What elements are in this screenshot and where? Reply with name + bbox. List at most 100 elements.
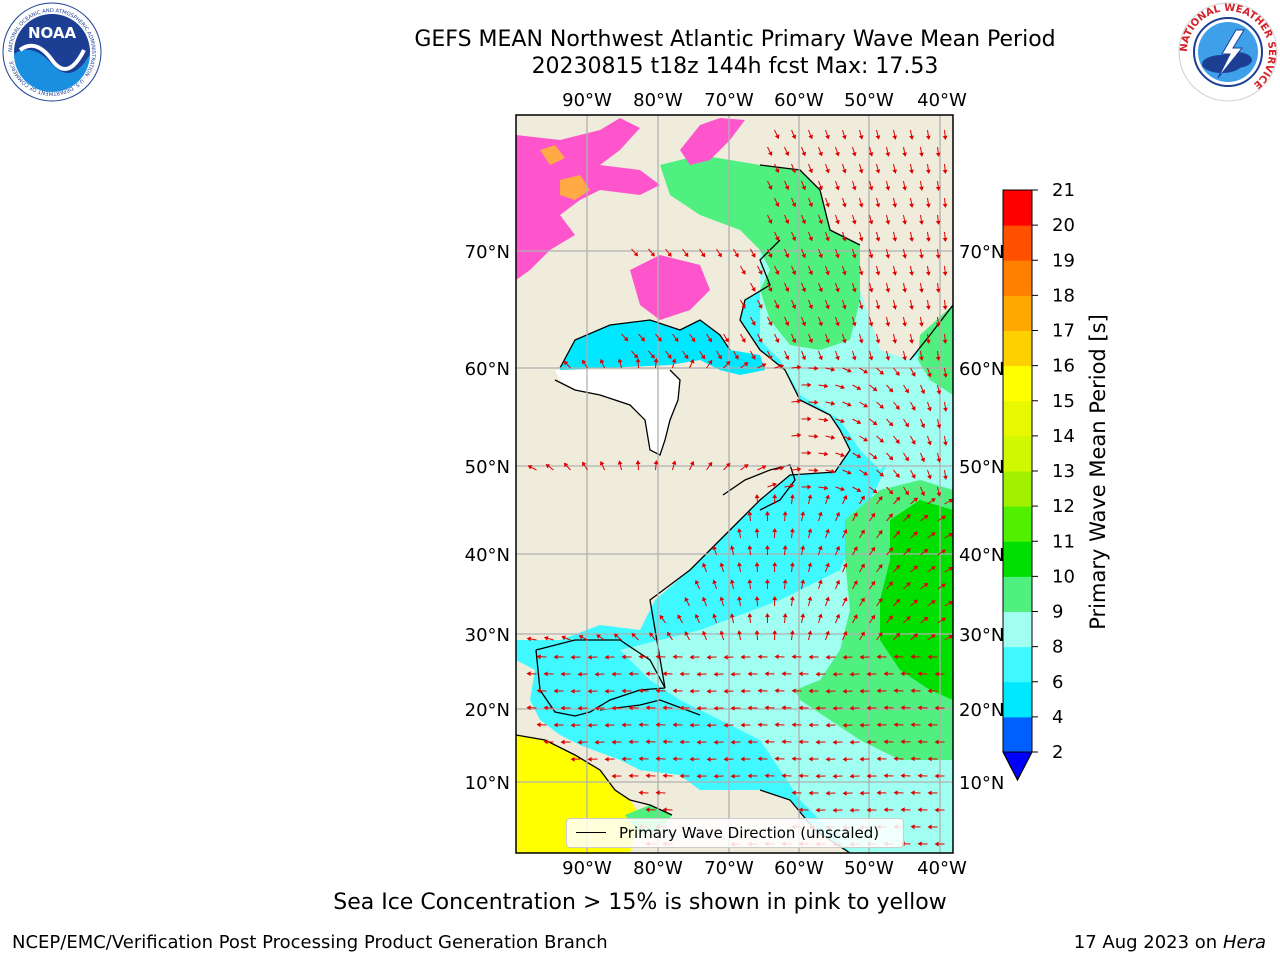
wave-arrow-head <box>856 419 862 424</box>
wave-arrow-head <box>910 688 915 694</box>
wave-arrow-head <box>807 494 813 499</box>
wave-arrow-head <box>818 151 823 157</box>
wave-arrow-head <box>707 337 712 343</box>
wave-arrow-head <box>800 511 806 516</box>
wave-arrow-head <box>825 562 830 568</box>
wave-arrow-head <box>859 756 864 762</box>
wave-arrow-head <box>883 705 888 711</box>
wave-arrow-head <box>909 305 914 310</box>
wave-arrow-head <box>909 237 914 242</box>
wave-arrow-head <box>774 338 780 343</box>
wave-arrow-head <box>662 807 667 813</box>
wave-arrow-head <box>798 671 803 677</box>
wave-arrow-head <box>875 339 881 344</box>
wave-arrow-head <box>807 382 812 388</box>
wave-arrow-head <box>734 252 739 258</box>
wave-arrow-head <box>740 654 745 660</box>
wave-arrow-head <box>543 636 549 641</box>
wave-arrow-head <box>638 688 643 694</box>
wave-arrow-head <box>633 251 639 257</box>
wave-arrow-head <box>543 671 548 677</box>
wave-arrow-head <box>774 304 780 309</box>
wave-arrow-head <box>917 739 922 745</box>
wave-arrow-head <box>895 405 900 410</box>
wave-arrow-head <box>942 169 948 174</box>
wave-arrow-head <box>925 305 931 310</box>
wave-arrow-head <box>613 633 619 639</box>
wave-arrow-head <box>930 566 936 571</box>
wave-arrow-head <box>767 151 773 156</box>
lat-label-right: 60°N <box>959 359 1004 380</box>
wave-arrow-head <box>860 529 865 535</box>
wave-arrow-head <box>925 203 931 208</box>
wave-arrow-head <box>706 654 711 660</box>
wave-arrow-head <box>878 598 883 603</box>
wave-arrow-head <box>712 545 717 551</box>
wave-arrow-head <box>842 236 847 242</box>
wave-arrow-head <box>578 635 584 640</box>
wave-arrow-head <box>927 440 932 446</box>
wave-arrow-head <box>835 355 840 361</box>
wave-arrow-head <box>747 705 752 711</box>
wave-arrow-head <box>883 773 888 779</box>
wave-arrow-head <box>667 354 672 359</box>
wave-arrow-head <box>936 458 942 463</box>
wave-arrow-head <box>900 773 905 779</box>
wave-arrow-head <box>807 416 812 422</box>
colorbar-tick-label: 2 <box>1052 742 1063 763</box>
wave-arrow-head <box>751 355 756 360</box>
wave-arrow-head <box>892 237 898 242</box>
wave-arrow-head <box>696 739 701 745</box>
lat-labels-left: 70°N 60°N 50°N 40°N 30°N 20°N 10°N <box>465 242 510 794</box>
wave-arrow-head <box>853 512 858 517</box>
wave-arrow-head <box>835 219 840 225</box>
wave-arrow-head <box>904 422 909 428</box>
wave-arrow-head <box>818 253 823 259</box>
wave-arrow-head <box>791 202 797 208</box>
wave-arrow-head <box>694 613 700 619</box>
wave-arrow-head <box>543 739 548 745</box>
lon-labels-bottom: 90°W 80°W 70°W 60°W 50°W 40°W <box>562 858 967 879</box>
wave-arrow-head <box>560 739 565 745</box>
lat-label-right: 70°N <box>959 242 1004 263</box>
wave-arrow-head <box>893 790 898 796</box>
wave-arrow-head <box>842 597 848 602</box>
wave-arrow-head <box>797 432 802 438</box>
wave-arrow-head <box>927 654 932 660</box>
wave-arrow-head <box>856 487 862 492</box>
wave-arrow-head <box>934 705 939 711</box>
wave-arrow-head <box>825 756 830 762</box>
wave-arrow-head <box>934 739 939 745</box>
wave-arrow-head <box>764 773 769 779</box>
wave-arrow-head <box>604 722 609 728</box>
wave-arrow-head <box>895 530 901 536</box>
wave-arrow-head <box>791 790 796 796</box>
wave-arrow-head <box>919 220 924 225</box>
map-area <box>516 115 953 853</box>
wave-arrow-head <box>817 511 823 517</box>
wave-arrow-head <box>638 756 643 762</box>
wave-arrow-head <box>754 528 760 533</box>
wave-arrow-head <box>919 254 924 259</box>
wave-arrow-head <box>943 441 948 446</box>
wave-arrow-head <box>798 773 803 779</box>
wave-arrow-head <box>815 739 820 745</box>
colorbar-segment <box>1003 611 1032 648</box>
wave-arrow-head <box>657 337 662 342</box>
wave-arrow-head <box>934 773 939 779</box>
wave-arrow-head <box>737 630 742 635</box>
colorbar-tick-label: 4 <box>1052 707 1063 728</box>
wave-arrow-head <box>691 337 696 343</box>
wave-arrow-head <box>807 630 813 635</box>
wave-arrow-head <box>948 635 953 640</box>
wave-arrow-head <box>797 398 802 404</box>
wave-arrow-head <box>853 614 858 619</box>
wave-arrow-head <box>858 135 864 140</box>
lat-label-left: 20°N <box>465 700 510 721</box>
wave-arrow-head <box>621 654 626 660</box>
lon-label-bottom: 40°W <box>917 858 967 879</box>
wave-arrow-head <box>842 134 847 140</box>
wave-arrow-head <box>885 186 891 191</box>
wave-arrow-head <box>789 528 795 533</box>
wave-arrow-head <box>662 773 667 779</box>
